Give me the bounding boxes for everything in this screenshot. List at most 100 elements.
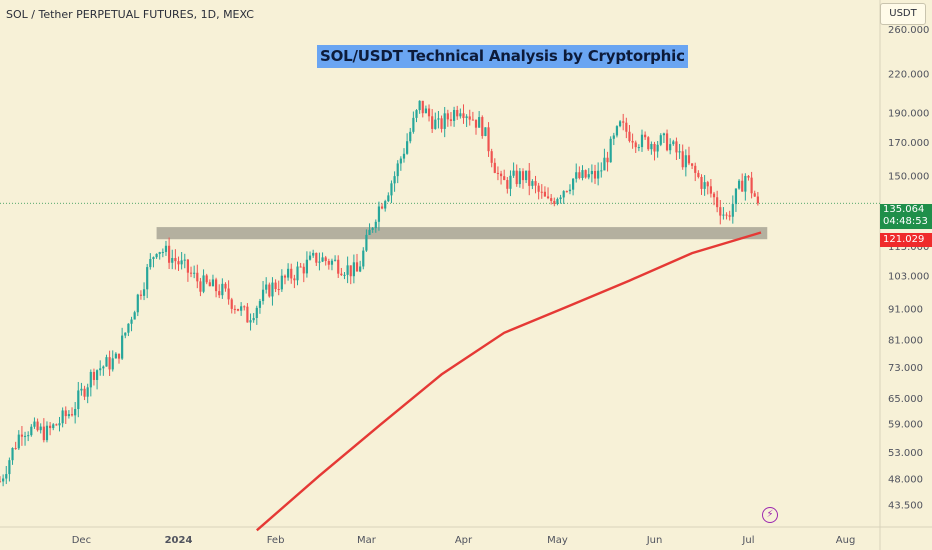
candle-body [355, 262, 359, 272]
candle-body [36, 421, 39, 431]
candle-body [672, 141, 675, 145]
candle-body [42, 426, 45, 441]
currency-selector[interactable]: USDT [880, 3, 926, 25]
candle-body [80, 388, 83, 391]
candle-body [478, 117, 481, 128]
candle-body [728, 215, 731, 217]
candle-body [612, 135, 615, 139]
candle-body [747, 175, 750, 178]
candle-body [493, 162, 496, 173]
candle-body [152, 257, 155, 260]
candle-body [280, 275, 283, 290]
candle-body [274, 282, 277, 290]
candle-body [233, 308, 236, 310]
candle-body [443, 113, 446, 129]
candle-body [499, 173, 503, 177]
candle-body [553, 200, 556, 204]
candle-body [236, 308, 240, 311]
candle-body [631, 141, 634, 143]
lightning-icon[interactable]: ⚡ [762, 507, 778, 523]
candle-body [468, 116, 471, 120]
candle-body [675, 141, 678, 153]
candle-body [343, 274, 346, 276]
candle-body [584, 170, 587, 178]
candle-body [380, 206, 384, 209]
candle-body [581, 170, 584, 179]
candle-body [327, 261, 330, 265]
candle-body [111, 358, 114, 370]
candle-body [208, 282, 211, 287]
symbol-header[interactable]: SOL / Tether PERPETUAL FUTURES, 1D, MEXC [6, 8, 254, 21]
candle-body [756, 196, 759, 204]
candle-body [258, 301, 262, 308]
candle-body [697, 172, 700, 177]
candle-body [183, 259, 186, 261]
candle-body [171, 258, 174, 263]
candle-body [127, 323, 130, 333]
candle-body [305, 259, 308, 274]
candle-body [716, 197, 719, 208]
candle-body [593, 170, 597, 179]
candle-body [534, 181, 537, 186]
candle-body [725, 214, 728, 216]
candle-body [117, 353, 121, 359]
candle-body [412, 117, 415, 132]
candle-body [678, 151, 681, 153]
candle-body [55, 424, 58, 426]
candle-body [271, 282, 274, 297]
candle-body [681, 151, 684, 168]
candle-body [27, 435, 30, 437]
candle-body [146, 267, 149, 290]
candle-body [2, 478, 5, 482]
chart-title: SOL/USDT Technical Analysis by Cryptorph… [317, 45, 688, 68]
price-axis-panel [880, 0, 932, 550]
candle-body [74, 409, 77, 416]
candle-body [653, 143, 656, 152]
candle-body [684, 155, 687, 168]
candle-body [546, 196, 550, 199]
moving-average-tag: 121.029 [880, 233, 932, 247]
candle-body [299, 266, 302, 268]
candle-body [462, 113, 465, 119]
candle-body [230, 299, 233, 309]
candle-body [368, 229, 371, 235]
candle-body [418, 100, 421, 111]
time-tick-label: Mar [357, 535, 377, 546]
candle-body [644, 134, 647, 138]
candle-body [17, 434, 20, 449]
candle-body [427, 108, 431, 117]
candle-body [744, 175, 747, 192]
candle-body [99, 368, 102, 371]
candle-body [218, 291, 221, 296]
candle-body [622, 121, 625, 123]
candle-body [669, 144, 672, 151]
price-tick-label: 43.500 [888, 501, 923, 512]
candle-body [211, 279, 215, 287]
candle-body [694, 165, 697, 173]
candle-body [121, 335, 124, 359]
candle-body [487, 127, 490, 152]
support-zone [156, 227, 768, 240]
candle-body [409, 131, 412, 142]
candle-body [734, 188, 738, 205]
candle-body [174, 258, 177, 262]
candle-body [750, 177, 753, 194]
candle-body [108, 357, 111, 370]
candle-body [202, 275, 205, 292]
candle-body [283, 275, 287, 278]
candle-body [459, 113, 462, 117]
candle-body [58, 423, 61, 426]
time-tick-label: 2024 [165, 535, 193, 546]
candle-body [556, 199, 559, 204]
candle-body [14, 448, 17, 450]
candle-body [374, 221, 377, 229]
price-tick-label: 53.000 [888, 448, 923, 459]
candle-body [302, 266, 305, 274]
candle-body [70, 414, 74, 416]
candle-body [440, 118, 443, 129]
candle-body [246, 306, 249, 323]
candle-body [130, 319, 133, 324]
candle-body [490, 151, 493, 163]
